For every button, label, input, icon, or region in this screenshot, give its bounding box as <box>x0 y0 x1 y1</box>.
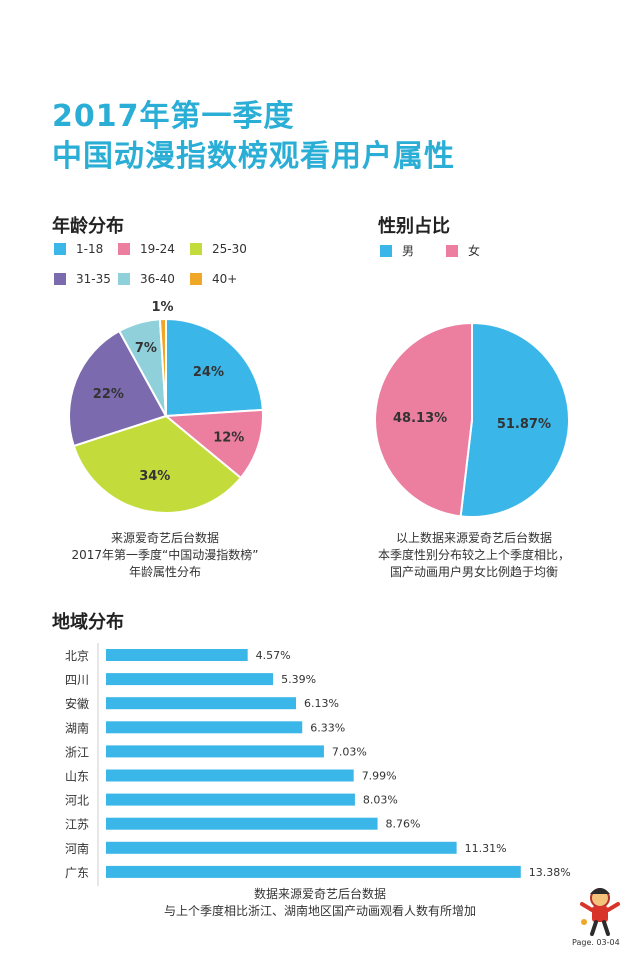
region-value-label: 7.99% <box>362 770 397 783</box>
pie-slice <box>72 414 243 514</box>
pie-slice <box>374 321 473 518</box>
pie-slice-label: 51.87% <box>497 417 551 432</box>
region-value-label: 7.03% <box>332 745 367 758</box>
region-bar <box>106 697 297 710</box>
age-legend-label: 25-30 <box>212 242 247 256</box>
age-section-title: 年龄分布 <box>52 216 124 237</box>
region-bar <box>106 793 355 806</box>
age-legend-swatch <box>118 273 130 285</box>
region-value-label: 11.31% <box>465 842 507 855</box>
region-category-label: 四川 <box>65 673 89 687</box>
age-pie-chart: 24% 12% 34% 22% 7% 1% <box>68 300 264 514</box>
age-legend-swatch <box>118 243 130 255</box>
gender-legend-item: 女 <box>446 242 480 259</box>
pie-slice <box>459 321 570 518</box>
pie-slice <box>165 317 264 418</box>
region-bar-chart: 北京 4.57% 四川 5.39% 安徽 6.13% 湖南 6.33% 浙江 7.03% 山东 7.9… <box>65 643 571 886</box>
pie-slice <box>163 408 264 480</box>
region-bar <box>106 673 274 686</box>
pie-slice-label: 48.13% <box>393 411 447 426</box>
age-caption-line: 来源爱奇艺后台数据 <box>110 531 219 545</box>
pie-slice <box>158 317 167 417</box>
region-bar <box>106 745 324 758</box>
region-category-label: 浙江 <box>65 745 89 759</box>
age-caption: 来源爱奇艺后台数据 2017年第一季度“中国动漫指数榜” 年龄属性分布 <box>70 530 260 581</box>
gender-caption-line: 国产动画用户男女比例趋于均衡 <box>389 565 558 579</box>
region-caption-line: 与上个季度相比浙江、湖南地区国产动画观看人数有所增加 <box>163 904 476 918</box>
region-category-label: 北京 <box>65 649 89 663</box>
age-caption-line: 2017年第一季度“中国动漫指数榜” <box>71 548 259 562</box>
age-legend-label: 19-24 <box>140 242 175 256</box>
region-value-label: 6.13% <box>304 697 339 710</box>
age-legend-label: 1-18 <box>76 242 104 256</box>
gender-caption: 以上数据来源爱奇艺后台数据 本季度性别分布较之上个季度相比， 国产动画用户男女比… <box>376 530 572 581</box>
gender-legend-swatch <box>446 244 458 257</box>
region-category-label: 江苏 <box>65 818 89 832</box>
region-section-title: 地域分布 <box>52 612 124 633</box>
region-category-label: 湖南 <box>65 720 89 735</box>
page-number: Page. 03-04 <box>572 938 620 947</box>
region-category-label: 山东 <box>65 770 89 784</box>
age-legend-item: 36-40 <box>118 272 175 286</box>
cartoon-mascot-icon <box>580 888 620 936</box>
gender-section-title: 性别占比 <box>378 216 450 237</box>
region-bar <box>106 721 303 734</box>
region-bar <box>106 769 354 782</box>
age-legend-item: 25-30 <box>190 242 247 256</box>
pie-slice-label: 7% <box>135 341 157 356</box>
gender-caption-line: 以上数据来源爱奇艺后台数据 <box>395 531 552 545</box>
pie-slice-label: 22% <box>93 387 124 402</box>
age-legend-label: 40+ <box>212 272 238 286</box>
region-bar <box>106 865 521 878</box>
region-bar <box>106 649 248 661</box>
age-legend-swatch <box>190 273 202 285</box>
gender-pie-chart: 51.87% 48.13% <box>374 321 570 518</box>
pie-slice-label: 12% <box>213 430 244 445</box>
gender-legend-label: 男 <box>402 244 415 258</box>
region-value-label: 8.76% <box>386 818 421 831</box>
pie-slice-label: 34% <box>139 469 170 484</box>
age-caption-line: 年龄属性分布 <box>128 565 201 579</box>
age-legend-item: 19-24 <box>118 242 175 256</box>
pie-slice <box>68 329 168 448</box>
age-legend-item: 1-18 <box>54 242 103 256</box>
gender-caption-line: 本季度性别分布较之上个季度相比， <box>377 548 570 562</box>
age-legend-label: 31-35 <box>76 272 111 286</box>
region-value-label: 8.03% <box>363 794 398 807</box>
region-bar <box>106 841 457 854</box>
region-category-label: 河北 <box>65 794 89 808</box>
age-legend-label: 36-40 <box>140 272 175 286</box>
pie-slice-label: 1% <box>152 300 174 315</box>
gender-legend-swatch <box>380 244 392 257</box>
page-title-line2: 中国动漫指数榜观看用户属性 <box>52 139 455 174</box>
gender-legend-item: 男 <box>380 242 414 259</box>
age-legend-swatch <box>54 273 66 285</box>
age-legend-item: 31-35 <box>54 272 111 286</box>
gender-legend-label: 女 <box>468 244 481 258</box>
region-value-label: 13.38% <box>529 866 571 879</box>
region-caption: 数据来源爱奇艺后台数据 与上个季度相比浙江、湖南地区国产动画观看人数有所增加 <box>120 886 520 920</box>
region-value-label: 5.39% <box>281 673 316 686</box>
region-category-label: 河南 <box>65 841 89 856</box>
region-bar <box>106 817 378 830</box>
age-legend-swatch <box>190 243 202 255</box>
page-title-line1: 2017年第一季度 <box>52 99 295 134</box>
region-category-label: 广东 <box>65 866 89 880</box>
pie-slice-label: 24% <box>193 365 224 380</box>
age-legend-swatch <box>54 243 66 255</box>
region-category-label: 安徽 <box>65 696 89 711</box>
age-legend-item: 40+ <box>190 272 237 286</box>
region-value-label: 6.33% <box>310 721 345 734</box>
region-value-label: 4.57% <box>256 649 291 662</box>
region-caption-line: 数据来源爱奇艺后台数据 <box>253 887 386 901</box>
